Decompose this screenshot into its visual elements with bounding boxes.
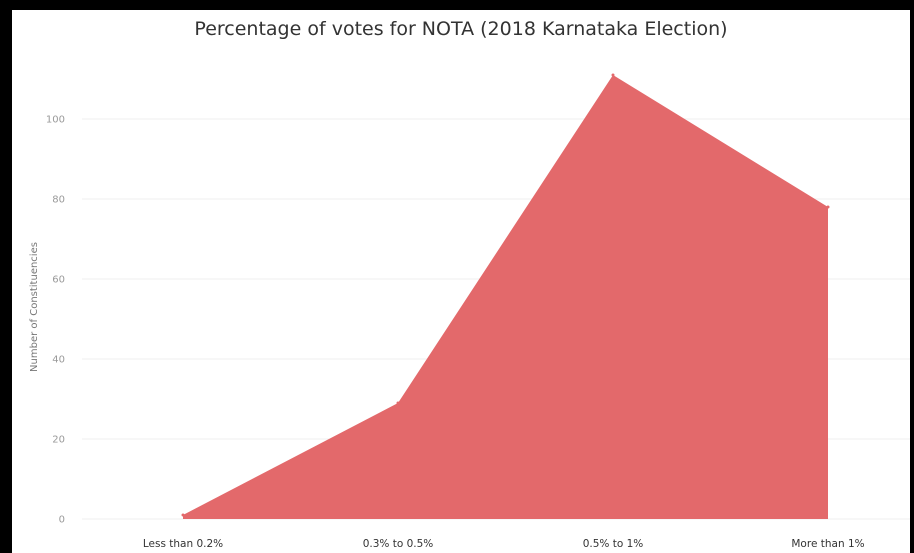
x-tick-label: Less than 0.2% [143, 538, 223, 550]
area-chart: 0 20 40 60 80 100 Less than 0.2% 0.3% to 0.5% 0… [29, 73, 910, 550]
y-tick-label: 40 [52, 355, 65, 366]
x-axis-ticks: Less than 0.2% 0.3% to 0.5% 0.5% to 1% More… [143, 538, 865, 550]
y-tick-label: 100 [46, 115, 65, 126]
y-axis-label: Number of Constituencies [29, 242, 40, 372]
y-tick-label: 20 [52, 435, 65, 446]
data-point[interactable] [396, 401, 400, 405]
y-axis-ticks: 0 20 40 60 80 100 [46, 115, 65, 526]
data-point[interactable] [611, 73, 615, 77]
area-series [181, 73, 830, 519]
chart-title: Percentage of votes for NOTA (2018 Karna… [194, 18, 728, 40]
data-point[interactable] [826, 205, 830, 209]
y-tick-label: 80 [52, 195, 65, 206]
chart-frame: Percentage of votes for NOTA (2018 Karna… [12, 10, 910, 553]
x-tick-label: 0.3% to 0.5% [363, 538, 434, 550]
y-tick-label: 60 [52, 275, 65, 286]
data-point[interactable] [181, 513, 185, 517]
x-tick-label: 0.5% to 1% [583, 538, 644, 550]
area-fill [183, 75, 828, 519]
y-tick-label: 0 [59, 515, 65, 526]
x-tick-label: More than 1% [791, 538, 864, 550]
